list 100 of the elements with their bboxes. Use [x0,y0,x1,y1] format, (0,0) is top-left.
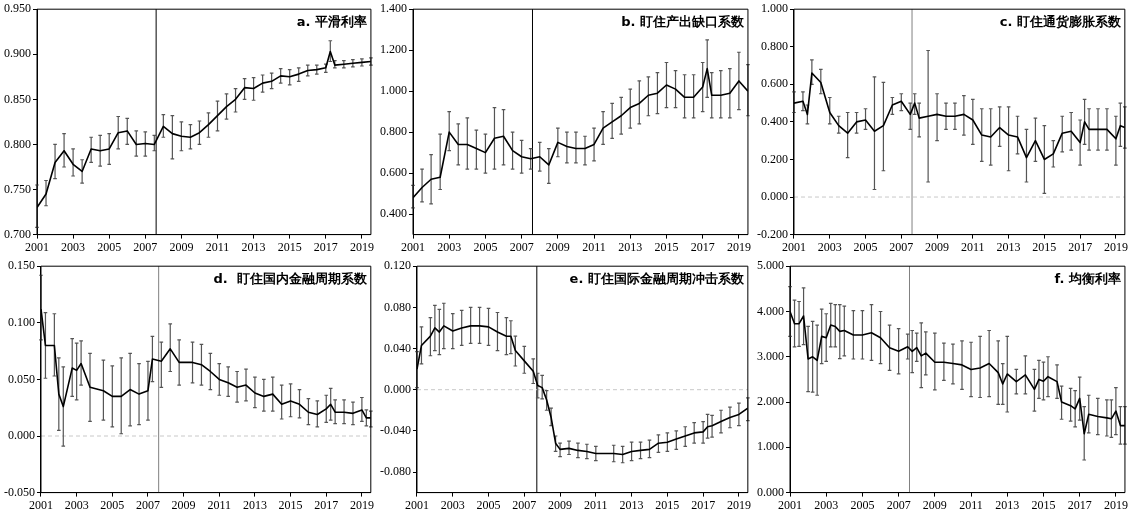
x-tick-label: 2011 [205,239,230,254]
y-tick-label: 0.400 [761,114,788,129]
y-tick-label: 0.080 [384,299,411,314]
x-tick-label: 2011 [582,239,606,254]
x-tick-label: 2007 [889,239,914,254]
x-tick-label: 2001 [25,239,49,254]
y-tick-label: 0.800 [4,136,31,151]
y-tick-label: 0.800 [380,124,407,139]
x-tick-label: 2007 [509,239,534,254]
x-tick-label: 2017 [691,497,716,512]
y-tick-label: 0.040 [384,340,411,355]
chart-title: b. 盯住产出缺口系数 [621,13,744,32]
y-tick-label: 3.000 [757,348,784,363]
x-tick-label: 2019 [1103,239,1128,254]
y-tick-label: -0.080 [380,464,411,479]
x-tick-label: 2017 [313,239,338,254]
x-tick-label: 2019 [726,497,751,512]
y-tick-label: 0.000 [761,189,788,204]
y-tick-label: 0.000 [757,484,784,499]
x-tick-label: 2007 [512,497,537,512]
x-tick-label: 2007 [886,497,911,512]
x-tick-label: 2003 [817,239,842,254]
y-tick-label: -0.050 [4,484,35,499]
y-tick-label: 2.000 [757,394,784,409]
x-tick-label: 2019 [349,497,374,512]
x-tick-label: 2001 [782,239,806,254]
y-tick-label: 0.200 [761,151,788,166]
x-tick-label: 2001 [405,497,429,512]
x-tick-label: 2005 [850,497,875,512]
x-tick-label: 2015 [278,497,303,512]
x-tick-label: 2003 [437,239,462,254]
chart-title: f. 均衡利率 [1054,270,1121,289]
x-tick-label: 2013 [241,239,266,254]
chart-title: a. 平滑利率 [296,13,367,32]
y-tick-label: 0.400 [380,206,407,221]
x-tick-label: 2005 [853,239,878,254]
x-tick-label: 2005 [473,239,498,254]
x-tick-label: 2017 [314,497,339,512]
chart-title: c. 盯住通货膨胀系数 [999,13,1121,32]
x-tick-label: 2011 [961,239,985,254]
y-tick-label: 1.200 [380,42,407,57]
x-tick-label: 2015 [1032,239,1057,254]
x-tick-label: 2003 [64,497,89,512]
y-tick-label: 0.600 [761,76,788,91]
x-tick-label: 2009 [545,239,570,254]
y-tick-label: 0.800 [761,38,788,53]
x-tick-label: 2015 [1031,497,1056,512]
y-tick-label: 1.000 [757,439,784,454]
y-tick-label: 0.850 [4,91,31,106]
y-tick-label: -0.200 [757,226,788,241]
y-tick-label: 4.000 [757,303,784,318]
chart-title: d. 盯住国内金融周期系数 [213,270,367,289]
y-tick-label: 0.950 [4,1,31,16]
x-tick-label: 2009 [171,497,196,512]
y-tick-label: 0.050 [8,371,35,386]
x-tick-label: 2019 [349,239,374,254]
y-tick-label: 5.000 [757,258,784,273]
y-tick-label: 0.150 [8,258,35,273]
y-tick-label: 0.000 [384,381,411,396]
y-tick-label: -0.040 [380,423,411,438]
x-tick-label: 2013 [242,497,267,512]
x-tick-label: 2011 [959,497,983,512]
x-tick-label: 2013 [996,239,1021,254]
x-tick-label: 2001 [778,497,802,512]
x-tick-label: 2011 [584,497,608,512]
x-tick-label: 2013 [995,497,1020,512]
x-tick-label: 2003 [440,497,465,512]
x-tick-label: 2019 [726,239,751,254]
y-tick-label: 0.600 [380,165,407,180]
y-tick-label: 0.000 [8,428,35,443]
x-tick-label: 2001 [401,239,425,254]
x-tick-label: 2009 [548,497,573,512]
x-tick-label: 2001 [29,497,53,512]
y-tick-label: 0.120 [384,258,411,273]
x-tick-label: 2009 [169,239,194,254]
x-tick-label: 2003 [61,239,86,254]
x-tick-label: 2015 [655,497,680,512]
x-tick-label: 2005 [97,239,122,254]
x-tick-label: 2005 [100,497,125,512]
x-tick-label: 2017 [1067,497,1092,512]
chart-title: e. 盯住国际金融周期冲击系数 [569,270,744,289]
y-tick-label: 0.700 [4,226,31,241]
x-tick-label: 2015 [654,239,679,254]
x-tick-label: 2007 [133,239,158,254]
x-tick-label: 2011 [207,497,232,512]
x-tick-label: 2017 [690,239,715,254]
x-tick-label: 2019 [1103,497,1128,512]
x-tick-label: 2009 [922,497,947,512]
x-tick-label: 2003 [814,497,839,512]
x-tick-label: 2017 [1068,239,1093,254]
x-tick-label: 2009 [925,239,950,254]
x-tick-label: 2005 [476,497,501,512]
y-tick-label: 1.400 [380,1,407,16]
x-tick-label: 2013 [619,497,644,512]
x-tick-label: 2015 [277,239,302,254]
y-tick-label: 0.900 [4,46,31,61]
x-tick-label: 2007 [135,497,160,512]
y-tick-label: 0.100 [8,314,35,329]
x-tick-label: 2013 [618,239,643,254]
y-tick-label: 1.000 [380,83,407,98]
